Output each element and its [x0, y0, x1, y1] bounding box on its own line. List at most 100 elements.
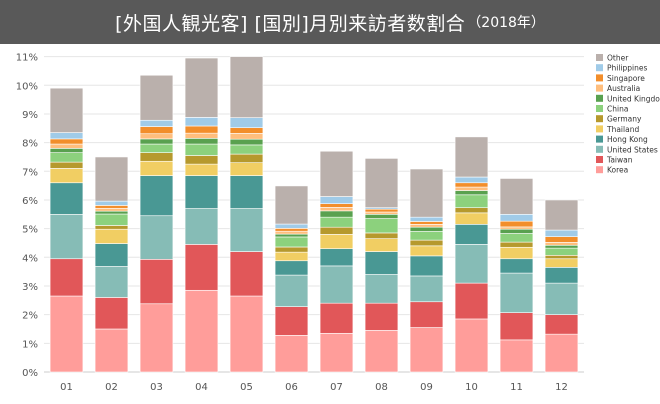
bar-segment — [364, 214, 399, 219]
y-tick-label: 1% — [22, 339, 38, 350]
bar-segment — [454, 212, 489, 225]
bar-segment — [544, 282, 579, 315]
legend-label: Hong Kong — [607, 135, 648, 144]
bar-segment — [274, 236, 309, 248]
bar-segment — [454, 136, 489, 178]
legend-swatch — [596, 156, 603, 163]
legend-swatch — [596, 94, 603, 102]
y-tick-label: 9% — [22, 110, 38, 121]
y-tick-label: 0% — [22, 368, 38, 379]
x-tick-label: 04 — [195, 382, 208, 393]
stacked-bar-chart: 0% 1% 2% 3% 4% 5% 6% 7% 8% 9% 10% 11% 01 02 03 04 05 06 07… — [16, 53, 660, 393]
bar-segment — [454, 176, 489, 184]
bar-segment — [499, 220, 534, 228]
chart-title: [外国人観光客] [国別]月別来訪者数割合 — [115, 12, 466, 35]
bar-segment — [544, 199, 579, 231]
bar-segment — [409, 226, 444, 232]
legend-swatch — [596, 74, 603, 82]
bar-segment — [274, 334, 309, 373]
bar-segment — [544, 236, 579, 243]
bar-segment — [319, 226, 354, 235]
x-tick-label: 07 — [330, 382, 343, 393]
bar-segment — [184, 244, 219, 291]
bar-segment — [49, 168, 84, 184]
legend-label: Philippines — [607, 64, 648, 73]
bar-segment — [409, 168, 444, 218]
legend-label: Thailand — [606, 125, 639, 134]
legend-swatch — [596, 135, 603, 143]
bar-segment — [139, 303, 174, 373]
y-tick-label: 7% — [22, 167, 38, 178]
bar-segment — [229, 127, 264, 134]
bar-segment — [319, 332, 354, 373]
x-tick-label: 05 — [240, 382, 253, 393]
legend-label: United States — [607, 145, 658, 154]
bar-segment — [94, 200, 129, 206]
bar-segment — [139, 143, 174, 153]
bar-segment — [94, 297, 129, 330]
bar-segment — [544, 258, 579, 268]
bar-segment — [184, 132, 219, 139]
bar-segment — [94, 266, 129, 298]
bar-segment — [454, 190, 489, 196]
bar-segment — [274, 230, 309, 235]
bar-segment — [274, 233, 309, 238]
bar-segment — [499, 312, 534, 341]
bar-segment — [139, 133, 174, 140]
bar-segment — [499, 178, 534, 215]
bar-segment — [544, 267, 579, 284]
bar-segment — [49, 161, 84, 169]
x-tick-label: 08 — [375, 382, 388, 393]
bar-segment — [139, 138, 174, 145]
bar-segment — [139, 175, 174, 217]
legend-swatch — [596, 105, 603, 112]
bar-segment — [274, 306, 309, 336]
legend-label: Korea — [607, 166, 628, 175]
bar-segment — [274, 246, 309, 253]
bar-segment — [229, 56, 264, 118]
bar-segment — [274, 260, 309, 276]
bar-segment — [364, 330, 399, 373]
bar-segment — [499, 241, 534, 248]
bar-segment — [229, 295, 264, 373]
bar-segment — [544, 255, 579, 260]
legend-swatch — [596, 145, 603, 153]
bar-segment — [49, 148, 84, 153]
legend-label: Other — [607, 54, 629, 63]
bar-segment — [49, 87, 84, 133]
legend-label: Taiwan — [606, 156, 633, 165]
x-tick-label: 01 — [60, 382, 73, 393]
bar-segment — [229, 251, 264, 297]
y-tick-label: 6% — [22, 196, 38, 207]
legend-swatch — [596, 115, 603, 123]
bar-segment — [319, 234, 354, 250]
bar-segment — [184, 289, 219, 373]
legend-swatch — [596, 166, 603, 174]
bar-segment — [454, 224, 489, 245]
y-tick-label: 10% — [16, 81, 38, 92]
bar-segment — [454, 318, 489, 373]
bar-segment — [499, 214, 534, 222]
bar-segment — [94, 207, 129, 212]
bar-segment — [94, 205, 129, 209]
bar-segment — [499, 228, 534, 234]
bar-segment — [139, 126, 174, 135]
bar-segment — [544, 333, 579, 373]
bar-segment — [364, 218, 399, 234]
title-bar: [外国人観光客] [国別]月別来訪者数割合 （2018年） — [0, 0, 660, 44]
bar-segment — [364, 158, 399, 209]
legend-label: China — [607, 105, 628, 114]
bar-segment — [139, 160, 174, 176]
bar-segment — [364, 251, 399, 275]
chart-title-year: （2018年） — [467, 15, 545, 31]
bar-segment — [409, 224, 444, 228]
bar-segment — [139, 152, 174, 162]
legend-swatch — [596, 125, 603, 133]
bar-segment — [139, 215, 174, 260]
bar-segment — [94, 156, 129, 202]
x-tick-label: 10 — [465, 382, 478, 393]
bar-segment — [454, 244, 489, 284]
bar-segment — [139, 74, 174, 121]
bar-segment — [319, 210, 354, 218]
bar-segment — [364, 274, 399, 304]
